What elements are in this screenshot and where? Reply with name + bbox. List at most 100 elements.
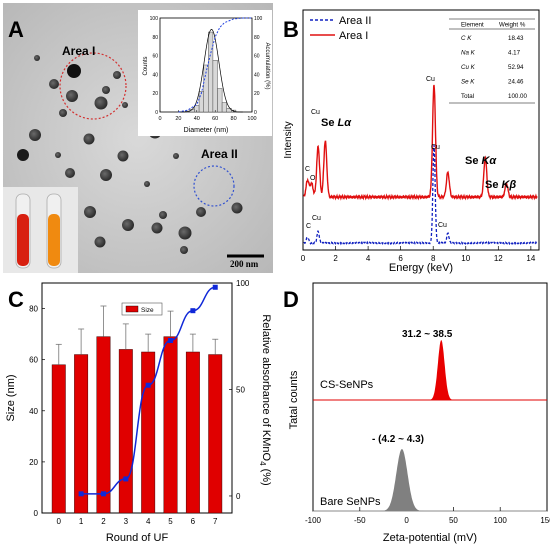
size-bars: [51, 305, 223, 514]
histogram-ylabel-right: Accumulation (%): [264, 42, 270, 89]
uf-ylabel: Size (nm): [5, 374, 17, 421]
uf-ylabel-right: Relative absorbance of KMnO4 (%): [258, 314, 272, 485]
histogram-xlabel: Diameter (nm): [184, 127, 229, 134]
zeta-xtick: 50: [449, 516, 458, 525]
peak-se-ka-line: Kα: [481, 155, 497, 167]
peak-cu-4: Cu: [312, 215, 321, 222]
size-bar: [208, 354, 223, 514]
peak-se-ka: Se Kα: [465, 155, 497, 167]
absorbance-point: [78, 491, 84, 497]
table-weight-cell: 100.00: [508, 93, 527, 100]
absorbance-points: [78, 284, 218, 497]
histogram-ytick-right: 80: [254, 35, 260, 41]
table-header-weight: Weight %: [499, 22, 526, 29]
histogram-ytick-right: 100: [254, 16, 263, 22]
histogram-bar: [212, 60, 218, 113]
peak-se-la-line: Lα: [337, 117, 352, 129]
histogram-bar: [217, 88, 223, 113]
size-bar: [96, 336, 111, 514]
uf-xtick: 1: [79, 517, 84, 526]
zeta-xtick: 0: [404, 516, 409, 525]
size-bar: [51, 364, 66, 514]
peak-se-kb: Se Kβ: [485, 179, 516, 191]
area1-label: Area I: [62, 44, 95, 58]
panel-letter-d: D: [283, 287, 299, 312]
uf-ytick: 80: [29, 305, 38, 314]
absorbance-point: [190, 308, 196, 314]
size-legend-swatch: [125, 305, 139, 313]
nanoparticles: [17, 55, 243, 254]
uf-xtick: 0: [57, 517, 62, 526]
panel-letter-b: B: [283, 17, 299, 42]
histogram-bar: [198, 91, 204, 113]
uf-chart: C 0 1 2 3 4 5 6 7 0 20 40 60 80 0 50 100 Size Round of …: [5, 279, 272, 544]
table-element-cell: Se K: [461, 79, 475, 86]
cs-range-label: 31.2 ~ 38.5: [402, 329, 453, 340]
uf-xtick: 6: [191, 517, 196, 526]
histogram-ytick-right: 60: [254, 54, 260, 60]
zeta-xtick: -100: [305, 516, 322, 525]
spectrum-xtick: 12: [494, 254, 503, 263]
peak-se-la: Se Lα: [321, 117, 352, 129]
peak-se-la-el: Se: [321, 117, 334, 129]
peak-se-kb-line: Kβ: [501, 179, 516, 191]
legend-area1: Area I: [339, 30, 368, 42]
tem-micrograph: A Area I Area II 200 nm 0 20 40 60 80 1000204…: [3, 3, 273, 273]
histogram-bars: [178, 28, 243, 113]
spectrum-xtick: 6: [398, 254, 403, 263]
vial-photo-inset: [3, 187, 78, 273]
histogram-ytick: 0: [155, 110, 158, 116]
bare-senps-label: Bare SeNPs: [320, 496, 381, 508]
uf-ylabel-right-sub: 4: [258, 461, 267, 466]
spectrum-frame: [302, 9, 540, 251]
panel-c: C 0 1 2 3 4 5 6 7 0 20 40 60 80 0 50 100 Size Round of …: [0, 275, 275, 547]
gaussian-fit: [178, 28, 243, 113]
size-bar: [74, 354, 89, 514]
uf-xtick: 4: [146, 517, 151, 526]
table-element-cell: Cu K: [461, 64, 476, 71]
uf-xtick: 3: [124, 517, 129, 526]
cs-senps-label: CS-SeNPs: [320, 379, 374, 391]
uf-ytick-right: 0: [236, 492, 241, 501]
histogram-ytick: 40: [152, 72, 158, 78]
cumulative-curve: [178, 17, 252, 113]
histogram-ytick-right: 20: [254, 91, 260, 97]
histogram-xtick: 20: [175, 116, 181, 122]
uf-ytick: 0: [34, 509, 39, 518]
histogram-xtick: 40: [194, 116, 200, 122]
eds-spectrum: B 0 2 4 6 8 10 12 14 Energy (keV) Intensity Are…: [283, 9, 540, 274]
panel-d: D -100-50050100150 31.2 ~ 38.5 CS-SeNPs …: [275, 275, 550, 547]
size-bar: [118, 349, 133, 514]
peak-se-ka-el: Se: [465, 155, 478, 167]
table-weight-cell: 4.17: [508, 50, 521, 57]
area2-circle: [193, 165, 235, 207]
bare-range-label: - (4.2 ~ 4.3): [372, 434, 424, 445]
uf-xlabel: Round of UF: [106, 532, 169, 544]
uf-ylabel-right-main: Relative absorbance of KMnO: [260, 314, 272, 461]
absorbance-point: [123, 476, 129, 482]
histogram-xtick: 80: [231, 116, 237, 122]
panel-b: B 0 2 4 6 8 10 12 14 Energy (keV) Intensity Are…: [275, 0, 550, 275]
histogram-ytick: 60: [152, 54, 158, 60]
histogram-ytick-right: 0: [254, 110, 257, 116]
scale-bar-label: 200 nm: [230, 259, 259, 269]
peak-cu-3: Cu: [431, 144, 440, 151]
histogram-ylabel-left: Counts: [143, 56, 149, 75]
panel-a: A Area I Area II 200 nm 0 20 40 60 80 100 0 20 4…: [0, 0, 275, 275]
series-area1: [303, 84, 538, 201]
uf-ylabel-right-unit: (%): [260, 466, 272, 486]
uf-xtick: 7: [213, 517, 218, 526]
peak-cs-senps: [418, 340, 464, 400]
histogram-ytick-right: 40: [254, 72, 260, 78]
size-bar: [141, 351, 156, 514]
spectrum-xtick: 8: [431, 254, 436, 263]
spectrum-xtick: 4: [366, 254, 371, 263]
size-bar: [185, 351, 200, 514]
area2-label: Area II: [201, 147, 238, 161]
zeta-xtick: -50: [354, 516, 366, 525]
histogram-ytick: 80: [152, 35, 158, 41]
table-weight-cell: 24.46: [508, 79, 524, 86]
peak-cu-2: Cu: [426, 76, 435, 83]
zeta-xlabel: Zeta-potential (mV): [383, 532, 477, 544]
